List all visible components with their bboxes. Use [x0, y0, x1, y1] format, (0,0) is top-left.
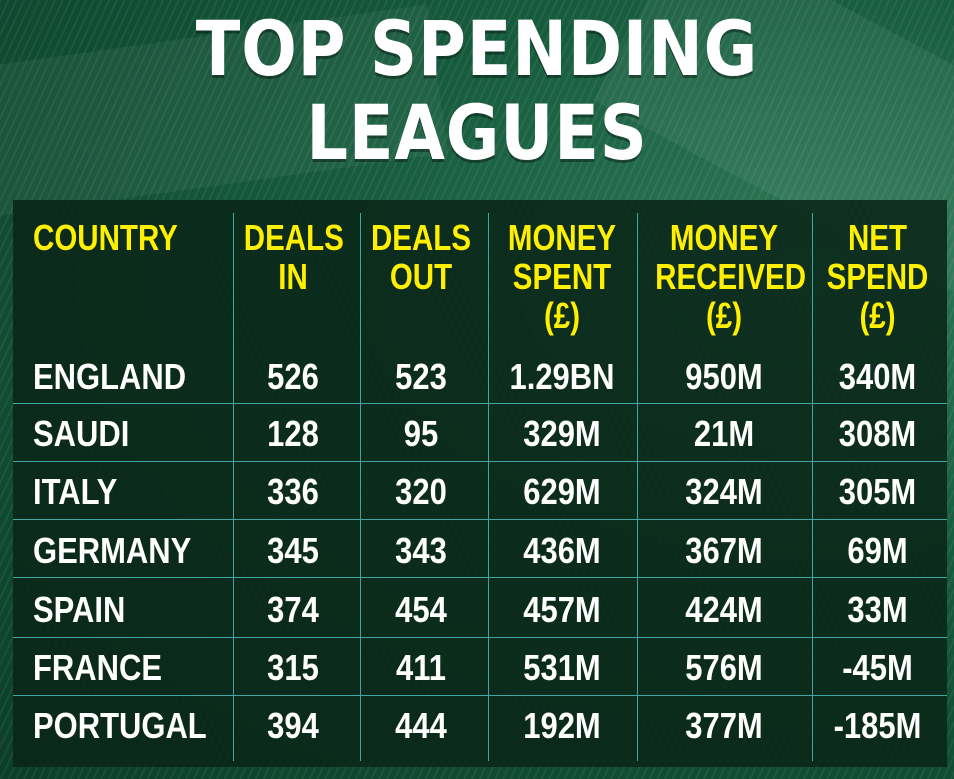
column-header: DEALS OUT — [370, 217, 472, 297]
table-cell: 69M — [847, 530, 908, 571]
column-divider — [812, 213, 813, 761]
row-country-label: FRANCE — [33, 647, 162, 688]
column-header: MONEY SPENT (£) — [507, 217, 617, 336]
table-cell: 305M — [838, 471, 917, 512]
table-cell: 394 — [267, 705, 319, 746]
table-cell: 320 — [395, 471, 447, 512]
row-divider — [13, 695, 947, 696]
table-cell: 128 — [267, 413, 319, 454]
table-cell: 454 — [395, 589, 447, 630]
row-country-label: SPAIN — [33, 589, 126, 630]
table-cell: 444 — [395, 705, 447, 746]
table-cell: 411 — [396, 647, 446, 688]
column-divider — [488, 213, 489, 761]
table-cell: 531M — [523, 647, 601, 688]
row-country-label: ENGLAND — [33, 356, 187, 397]
table-cell: -45M — [842, 647, 913, 688]
table-cell: 33M — [847, 589, 908, 630]
row-country-label: GERMANY — [33, 530, 192, 571]
table-cell: 629M — [523, 471, 601, 512]
table-cell: 377M — [685, 705, 763, 746]
table-cell: -185M — [833, 705, 922, 746]
row-divider — [13, 403, 947, 404]
table-cell: 367M — [685, 530, 763, 571]
table-cell: 343 — [395, 530, 447, 571]
table-cell: 308M — [838, 413, 917, 454]
page-title-line-1: TOP SPENDING — [195, 4, 759, 93]
table-cell: 576M — [685, 647, 763, 688]
row-divider — [13, 519, 947, 520]
row-country-label: ITALY — [33, 471, 118, 512]
column-header: DEALS IN — [243, 217, 344, 297]
row-divider — [13, 577, 947, 578]
table-cell: 336 — [267, 471, 319, 512]
column-header: NET SPEND (£) — [826, 217, 929, 336]
table-cell: 21M — [693, 413, 755, 454]
table-cell: 950M — [685, 356, 763, 397]
column-divider — [360, 213, 361, 761]
table-cell: 345 — [267, 530, 319, 571]
column-divider — [233, 213, 234, 761]
table-cell: 374 — [267, 589, 319, 630]
row-country-label: PORTUGAL — [33, 705, 207, 746]
row-divider — [13, 461, 947, 462]
column-divider — [637, 213, 638, 761]
table-cell: 1.29BN — [509, 356, 615, 397]
table-panel — [13, 200, 947, 767]
column-header: COUNTRY — [33, 217, 178, 258]
table-cell: 329M — [523, 413, 601, 454]
page-title-line-2: LEAGUES — [306, 88, 648, 177]
table-cell: 192M — [523, 705, 601, 746]
table-cell: 436M — [523, 530, 601, 571]
table-cell: 95 — [403, 413, 439, 454]
table-cell: 424M — [685, 589, 763, 630]
table-cell: 324M — [685, 471, 763, 512]
table-cell: 315 — [267, 647, 319, 688]
column-header: MONEY RECEIVED (£) — [655, 217, 807, 336]
table-cell: 340M — [838, 356, 917, 397]
table-cell: 526 — [267, 356, 319, 397]
row-country-label: SAUDI — [33, 413, 130, 454]
table-cell: 523 — [395, 356, 447, 397]
row-divider — [13, 637, 947, 638]
table-cell: 457M — [523, 589, 601, 630]
